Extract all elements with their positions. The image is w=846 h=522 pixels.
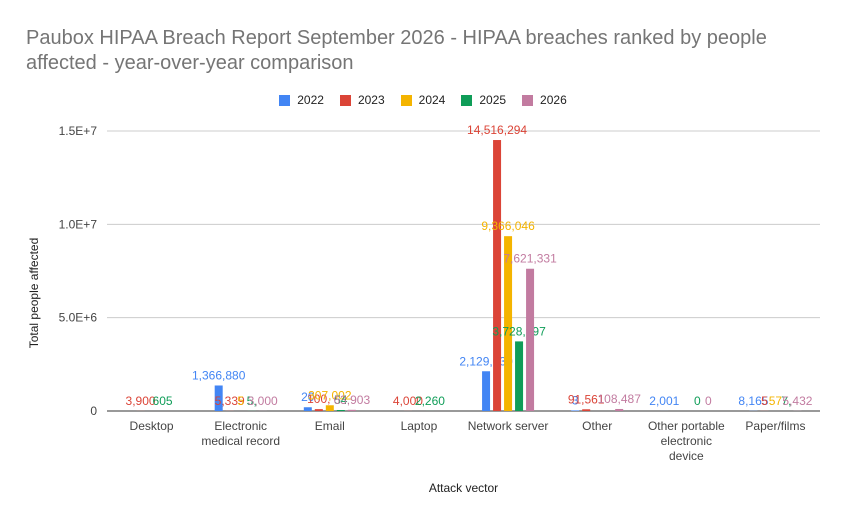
chart-title: Paubox HIPAA Breach Report September 202…	[26, 27, 767, 74]
legend-swatch	[522, 94, 534, 106]
bar-2025	[336, 409, 345, 411]
y-tick-label: 0	[90, 404, 97, 418]
data-label: 2,260	[415, 394, 445, 408]
data-label: 5	[761, 394, 768, 408]
bar-2022	[303, 407, 312, 411]
bar-2023	[493, 140, 502, 411]
legend-label: 2026	[540, 93, 567, 107]
data-label: 3,000	[248, 394, 278, 408]
y-axis-title: Total people affected	[27, 238, 41, 349]
bar-2022	[482, 371, 491, 411]
legend-swatch	[400, 94, 412, 106]
chart-legend: 2022 2023 2024 2025 2026	[0, 90, 846, 110]
y-tick-label: 5.0E+6	[59, 311, 98, 325]
category-label: Network server	[468, 419, 549, 433]
category-label: Laptop	[401, 419, 438, 433]
bar-2024	[325, 405, 334, 411]
bar-2022	[571, 410, 580, 411]
bar-2023	[582, 409, 591, 411]
y-tick-label: 1.5E+7	[59, 124, 98, 138]
legend-item: 2022	[279, 90, 324, 110]
x-axis-title: Attack vector	[429, 481, 498, 495]
legend-label: 2023	[357, 93, 385, 107]
data-label: 605	[153, 394, 173, 408]
data-label: 63,903	[333, 393, 370, 407]
legend-item: 2024	[400, 90, 446, 110]
data-label: 54	[334, 393, 348, 407]
legend-item: 2025	[461, 90, 506, 110]
category-label: medical record	[201, 434, 280, 448]
category-label: Other	[582, 419, 612, 433]
category-label: Paper/films	[745, 419, 805, 433]
category-label: Electronic	[214, 419, 267, 433]
legend-label: 2024	[418, 93, 446, 107]
category-label: device	[669, 449, 704, 463]
data-label: 3,728,997	[492, 324, 546, 338]
data-label: 1,366,880	[192, 368, 246, 382]
data-label: 57	[769, 394, 783, 408]
legend-swatch	[279, 94, 291, 106]
data-label: 7,	[781, 394, 791, 408]
y-tick-label: 1.0E+7	[59, 217, 98, 231]
data-label: 5,432	[782, 394, 812, 408]
bar-2022	[214, 385, 223, 411]
data-label: 3,900	[126, 394, 156, 408]
category-label: Email	[315, 419, 345, 433]
bar-2026	[526, 268, 535, 411]
data-label: 5,	[247, 394, 257, 408]
data-label: 5,339	[215, 394, 245, 408]
data-label: 4,000	[393, 394, 423, 408]
data-label: 7,621,331	[503, 252, 557, 266]
bar-2025	[515, 341, 524, 411]
legend-swatch	[461, 94, 473, 106]
category-label: electronic	[661, 434, 712, 448]
legend-item: 2026	[522, 90, 567, 110]
data-label: 9,366,046	[481, 219, 535, 233]
bar-2024	[504, 236, 513, 411]
data-label: 100,	[307, 392, 330, 406]
legend-item: 2023	[339, 90, 385, 110]
data-label: 2,001	[649, 394, 679, 408]
legend-label: 2022	[297, 93, 324, 107]
data-label: 108,487	[597, 392, 641, 406]
data-label: 0	[705, 394, 712, 408]
data-label: 20	[301, 390, 315, 404]
legend-label: 2025	[479, 93, 507, 107]
legend-swatch	[339, 94, 351, 106]
category-label: Desktop	[130, 419, 174, 433]
data-label: 3	[572, 393, 579, 407]
data-label: 91,561	[568, 392, 605, 406]
data-label: 14,516,294	[467, 123, 527, 137]
data-label: 8,165	[738, 394, 768, 408]
data-label: 307,002	[308, 388, 352, 402]
category-label: Other portable	[648, 419, 725, 433]
bar-2023	[314, 409, 323, 411]
bar-2026	[615, 408, 624, 411]
bar-2026	[347, 409, 356, 411]
data-label: 5	[237, 394, 244, 408]
data-label: 0	[694, 394, 701, 408]
